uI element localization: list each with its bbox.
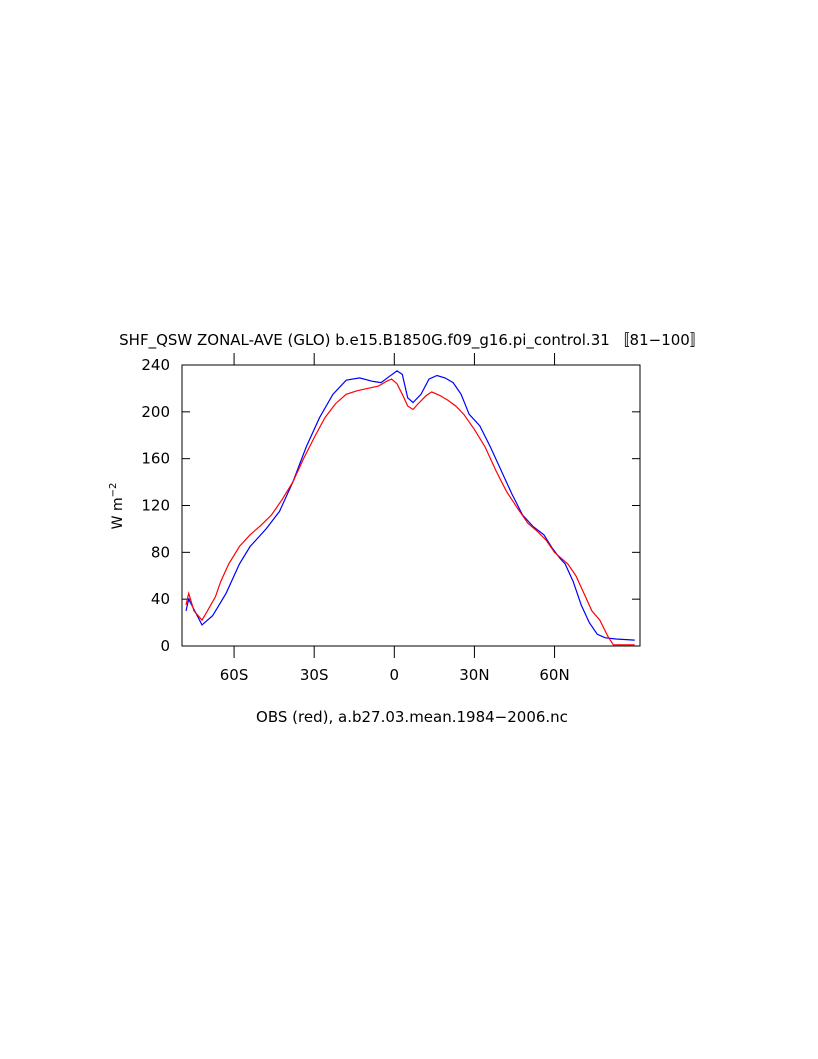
plot-frame xyxy=(181,364,641,647)
y-axis-label: W m−2 xyxy=(108,483,126,530)
series-line xyxy=(185,378,635,646)
x-tick-label: 60N xyxy=(539,666,569,684)
series-line xyxy=(185,370,635,641)
x-tick-label: 0 xyxy=(390,666,400,684)
y-axis-label-sup: −2 xyxy=(108,483,119,498)
y-tick-label: 240 xyxy=(141,356,170,374)
x-axis-label: OBS (red), a.b27.03.mean.1984−2006.nc xyxy=(256,708,568,726)
y-tick-label: 160 xyxy=(141,450,170,468)
y-tick-label: 80 xyxy=(151,543,170,561)
y-axis-label-text: W m xyxy=(110,497,126,529)
y-tick-label: 40 xyxy=(151,590,170,608)
y-tick-label: 200 xyxy=(141,403,170,421)
x-tick-label: 30S xyxy=(300,666,329,684)
x-tick-label: 60S xyxy=(220,666,249,684)
y-tick-label: 0 xyxy=(160,637,170,655)
x-tick-label: 30N xyxy=(459,666,489,684)
chart-title: SHF_QSW ZONAL-AVE (GLO) b.e15.B1850G.f09… xyxy=(119,331,705,350)
y-tick-label: 120 xyxy=(141,497,170,515)
